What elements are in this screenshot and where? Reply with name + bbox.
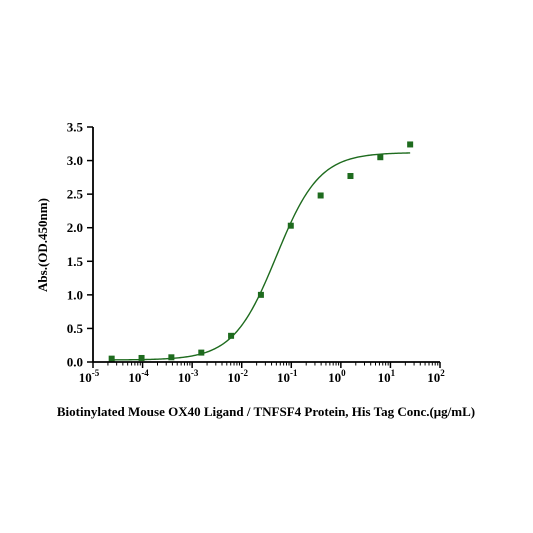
y-tick-label: 3.0 bbox=[67, 153, 83, 168]
data-point bbox=[407, 141, 414, 148]
x-tick-label: 100 bbox=[328, 368, 346, 385]
x-tick-label: 10-2 bbox=[227, 368, 248, 385]
y-axis-ticks: 0.0 0.5 1.0 1.5 2.0 2.5 3.0 3.5 bbox=[67, 120, 93, 370]
data-point bbox=[228, 332, 235, 339]
plot-area bbox=[108, 141, 414, 362]
x-axis-ticks: 10-5 10-4 10-3 10-2 10-1 100 101 102 bbox=[79, 362, 445, 385]
fit-curve bbox=[111, 152, 411, 361]
data-point bbox=[138, 354, 145, 361]
data-point bbox=[347, 173, 354, 180]
y-tick-label: 2.5 bbox=[67, 187, 84, 202]
x-axis-title: Biotinylated Mouse OX40 Ligand / TNFSF4 … bbox=[57, 404, 475, 419]
data-point bbox=[108, 355, 115, 362]
y-tick-label: 1.0 bbox=[67, 287, 83, 302]
y-tick-label: 1.5 bbox=[67, 254, 84, 269]
data-point bbox=[198, 349, 205, 356]
data-point bbox=[377, 154, 384, 161]
y-tick-label: 2.0 bbox=[67, 220, 83, 235]
y-axis-title: Abs.(OD.450nm) bbox=[35, 198, 50, 292]
x-tick-label: 102 bbox=[427, 368, 445, 385]
y-tick-label: 0.5 bbox=[67, 321, 84, 336]
x-tick-label: 10-5 bbox=[79, 368, 100, 385]
x-tick-label: 101 bbox=[378, 368, 396, 385]
x-tick-label: 10-1 bbox=[277, 368, 298, 385]
x-tick-label: 10-4 bbox=[128, 368, 149, 385]
data-point bbox=[257, 291, 264, 298]
y-tick-label: 0.0 bbox=[67, 355, 83, 370]
data-point bbox=[168, 354, 175, 361]
data-point bbox=[317, 192, 324, 199]
x-tick-label: 10-3 bbox=[178, 368, 199, 385]
y-tick-label: 3.5 bbox=[67, 120, 84, 135]
data-point bbox=[287, 222, 294, 229]
